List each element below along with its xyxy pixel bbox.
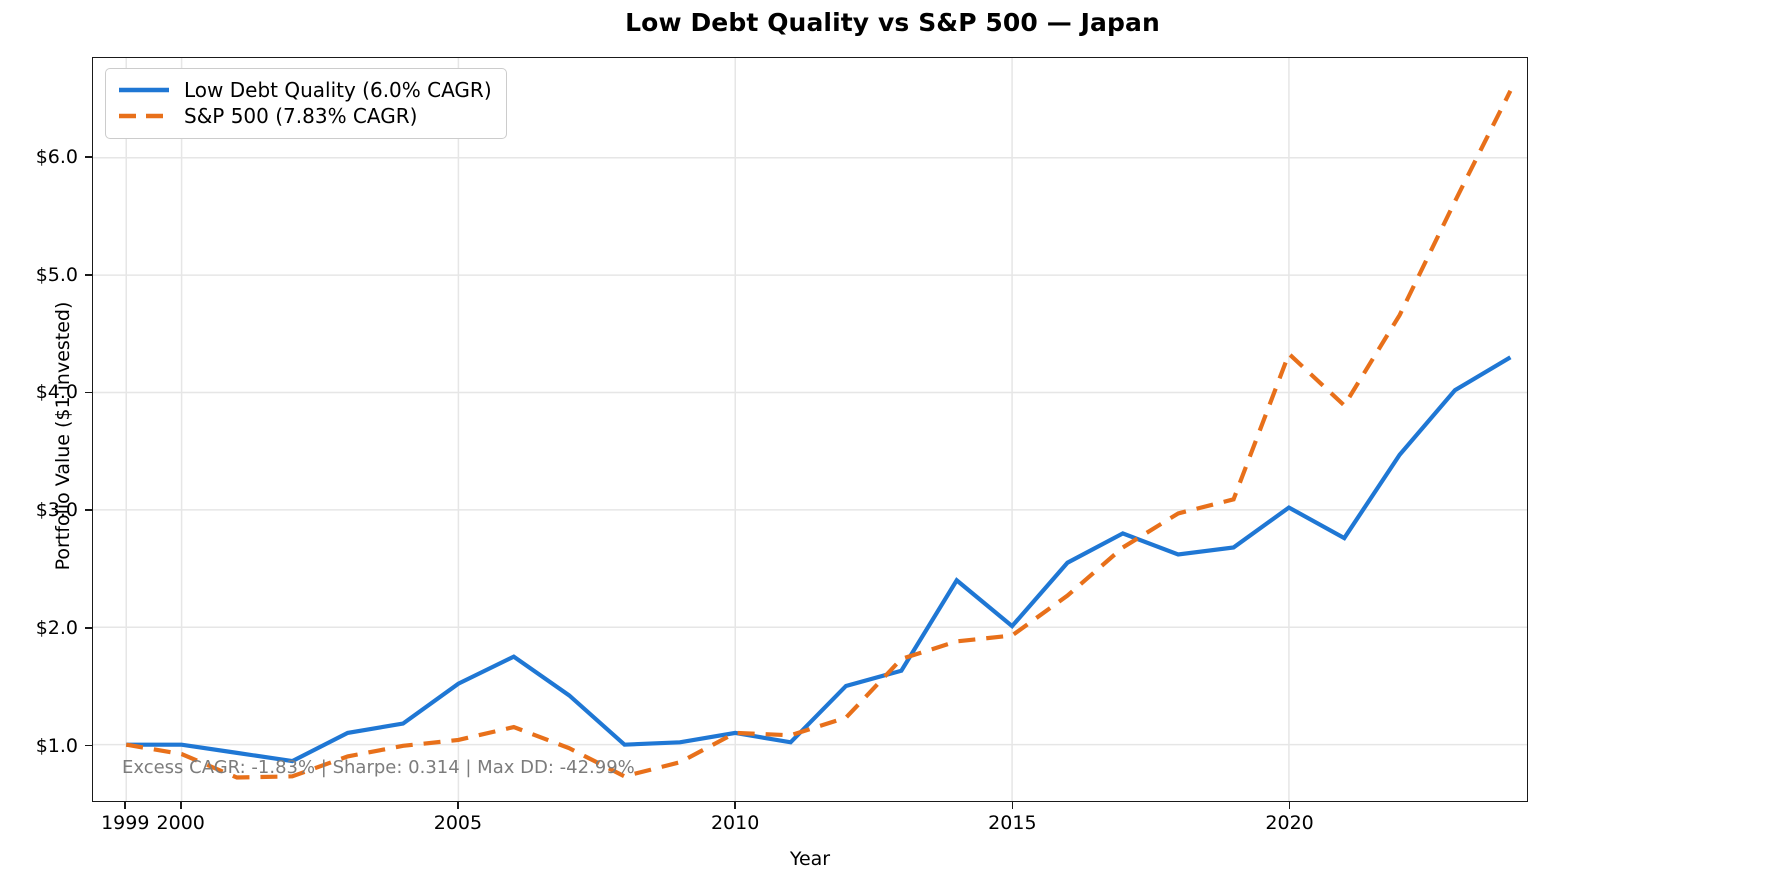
legend-line-swatch-dashed bbox=[118, 109, 170, 123]
x-tick-mark bbox=[179, 802, 182, 809]
legend-item-sp500[interactable]: S&P 500 (7.83% CAGR) bbox=[118, 103, 492, 129]
x-tick-label: 2000 bbox=[156, 812, 205, 834]
grid-lines bbox=[93, 58, 1527, 801]
x-tick-mark bbox=[124, 802, 127, 809]
y-tick-label: $3.0 bbox=[35, 499, 78, 522]
plot-area bbox=[92, 57, 1528, 802]
x-tick-label: 2020 bbox=[1265, 812, 1314, 834]
legend-label-sp500: S&P 500 (7.83% CAGR) bbox=[184, 104, 418, 128]
y-tick-mark bbox=[85, 156, 92, 158]
y-tick-mark bbox=[85, 627, 92, 629]
y-tick-mark bbox=[85, 273, 92, 276]
y-tick-label: $1.0 bbox=[35, 734, 78, 757]
x-tick-label: 1999 bbox=[101, 812, 150, 834]
x-tick-label: 2005 bbox=[433, 812, 483, 834]
y-tick-label: $5.0 bbox=[35, 263, 78, 286]
y-tick-mark bbox=[85, 509, 92, 511]
series-lines bbox=[125, 89, 1513, 780]
x-tick-mark bbox=[457, 802, 459, 809]
series-line-low-debt-quality bbox=[126, 355, 1512, 764]
chart-legend[interactable]: Low Debt Quality (6.0% CAGR) S&P 500 (7.… bbox=[105, 68, 507, 139]
x-tick-mark bbox=[1288, 802, 1291, 809]
plot-svg bbox=[93, 58, 1527, 801]
x-axis-label: Year bbox=[789, 848, 831, 870]
y-tick-label: $2.0 bbox=[35, 616, 78, 639]
page-title: Low Debt Quality vs S&P 500 — Japan bbox=[625, 8, 1160, 37]
x-tick-mark bbox=[734, 802, 736, 809]
y-axis-label: Portfolio Value ($1 invested) bbox=[52, 301, 74, 571]
x-tick-label: 2015 bbox=[988, 812, 1037, 834]
legend-item-low-debt-quality[interactable]: Low Debt Quality (6.0% CAGR) bbox=[118, 77, 492, 103]
y-tick-mark bbox=[85, 744, 92, 747]
x-tick-label: 2010 bbox=[710, 812, 760, 834]
legend-label-low-debt-quality: Low Debt Quality (6.0% CAGR) bbox=[184, 78, 492, 102]
y-tick-label: $6.0 bbox=[35, 146, 78, 169]
y-tick-mark bbox=[85, 391, 92, 394]
series-line-sp500 bbox=[125, 89, 1513, 780]
y-tick-label: $4.0 bbox=[35, 381, 78, 404]
x-tick-mark bbox=[1011, 802, 1014, 809]
legend-line-swatch-solid bbox=[118, 83, 170, 97]
